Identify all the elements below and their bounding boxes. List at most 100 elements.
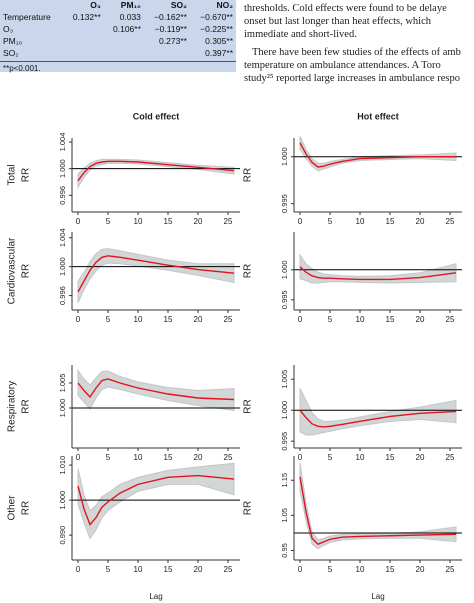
- confidence-band: [299, 388, 457, 436]
- rr-curve: [299, 409, 457, 428]
- x-tick-label: 20: [194, 315, 203, 324]
- x-axis-label: Lag: [371, 592, 384, 601]
- rr-curve: [299, 266, 457, 281]
- x-tick-label: 20: [194, 565, 203, 574]
- x-tick-label: 0: [298, 217, 303, 226]
- y-tick-label: 1.000: [58, 399, 67, 418]
- x-tick-label: 5: [328, 565, 333, 574]
- x-tick-label: 5: [106, 453, 111, 462]
- cell: 0.273**: [159, 36, 187, 46]
- x-tick-label: 20: [416, 315, 425, 324]
- y-axis-label: RR: [21, 501, 32, 515]
- x-tick-label: 20: [416, 565, 425, 574]
- x-tick-label: 15: [164, 217, 173, 226]
- confidence-band: [77, 248, 235, 303]
- confidence-band: [77, 158, 235, 190]
- cell: −0.670**: [200, 12, 233, 22]
- row: PM₁₀ 0.273** 0.305**: [0, 35, 236, 47]
- text-line: study²⁵ reported large increases in ambu…: [244, 73, 460, 84]
- cell: Temperature: [3, 12, 51, 22]
- rr-curve: [77, 160, 235, 182]
- row: O₃ 0.106** −0.119** −0.225**: [0, 23, 236, 35]
- rr-curve: [77, 474, 235, 526]
- x-tick-label: 10: [134, 217, 143, 226]
- cell: 0.033: [119, 12, 141, 22]
- x-tick-label: 5: [328, 453, 333, 462]
- row-label: Other: [7, 495, 18, 521]
- x-tick-label: 20: [416, 217, 425, 226]
- correlation-table: O₃ PM₁₀ SO₂ NO₂ Temperature 0.132** 0.033 −0.16…: [0, 0, 236, 73]
- y-tick-label: 1.000: [280, 147, 289, 166]
- x-tick-label: 15: [386, 565, 395, 574]
- header-cell: NO₂: [216, 0, 233, 10]
- x-tick-label: 10: [134, 453, 143, 462]
- x-tick-label: 5: [328, 315, 333, 324]
- x-tick-label: 0: [76, 217, 81, 226]
- row-label: Cardiovascular: [7, 237, 18, 304]
- row: Temperature 0.132** 0.033 −0.162** −0.670**: [0, 11, 236, 23]
- x-tick-label: 5: [328, 217, 333, 226]
- y-tick-label: 1.000: [280, 260, 289, 279]
- x-tick-label: 10: [356, 217, 365, 226]
- y-tick-label: 1.004: [58, 133, 67, 152]
- text-line: immediate and short-lived.: [244, 29, 357, 40]
- x-tick-label: 25: [446, 217, 455, 226]
- y-tick-label: 1.004: [58, 228, 67, 247]
- y-tick-label: 1.005: [280, 370, 289, 389]
- x-tick-label: 10: [134, 565, 143, 574]
- cell: PM₁₀: [3, 36, 23, 46]
- body-text: thresholds. Cold effects were found to b…: [244, 2, 474, 85]
- x-tick-label: 10: [134, 315, 143, 324]
- y-tick-label: 1.005: [58, 374, 67, 393]
- x-tick-label: 0: [76, 315, 81, 324]
- cell: 0.305**: [205, 36, 233, 46]
- confidence-band: [77, 462, 235, 540]
- x-tick-label: 20: [416, 453, 425, 462]
- table: O₃ PM₁₀ SO₂ NO₂ Temperature 0.132** 0.033 −0.16…: [0, 0, 236, 59]
- text-line: onset but last longer than heat effects,…: [244, 16, 432, 27]
- x-tick-label: 15: [164, 315, 173, 324]
- x-tick-label: 5: [106, 315, 111, 324]
- x-tick-label: 25: [224, 565, 233, 574]
- cell: −0.162**: [154, 12, 187, 22]
- y-axis-label: RR: [21, 264, 32, 278]
- cell: O₃: [3, 24, 14, 34]
- x-tick-label: 15: [164, 565, 173, 574]
- x-tick-label: 20: [194, 217, 203, 226]
- y-tick-label: 0.996: [58, 186, 67, 205]
- text-line: thresholds. Cold effects were found to b…: [244, 3, 447, 14]
- column-title: Hot effect: [357, 111, 399, 121]
- header-cell: SO₂: [170, 0, 187, 10]
- x-tick-label: 15: [386, 217, 395, 226]
- cell: 0.106**: [113, 24, 141, 34]
- column-title: Cold effect: [133, 111, 180, 121]
- row-label: Respiratory: [7, 381, 18, 432]
- y-tick-label: 1.000: [280, 401, 289, 420]
- rr-curve: [299, 142, 456, 168]
- x-tick-label: 0: [298, 565, 303, 574]
- y-tick-label: 1.000: [58, 159, 67, 178]
- x-tick-label: 25: [224, 217, 233, 226]
- cell: −0.225**: [200, 24, 233, 34]
- x-tick-label: 10: [356, 315, 365, 324]
- y-tick-label: 1.05: [280, 508, 289, 523]
- x-tick-label: 25: [224, 315, 233, 324]
- cell: SO₂: [3, 48, 19, 58]
- header-row: O₃ PM₁₀ SO₂ NO₂: [0, 0, 236, 11]
- x-tick-label: 25: [446, 565, 455, 574]
- x-tick-label: 5: [106, 217, 111, 226]
- x-tick-label: 15: [386, 453, 395, 462]
- header-cell: PM₁₀: [120, 0, 141, 10]
- text-line: temperature on ambulance attendances. A …: [244, 60, 441, 71]
- x-tick-label: 0: [298, 453, 303, 462]
- y-axis-label: RR: [243, 501, 254, 515]
- x-tick-label: 25: [446, 453, 455, 462]
- x-tick-label: 25: [446, 315, 455, 324]
- y-tick-label: 1.15: [280, 473, 289, 488]
- x-axis-label: Lag: [149, 592, 162, 601]
- confidence-band: [299, 253, 457, 284]
- cell: 0.397**: [205, 48, 233, 58]
- confidence-band: [299, 462, 457, 550]
- y-axis-label: RR: [243, 399, 254, 413]
